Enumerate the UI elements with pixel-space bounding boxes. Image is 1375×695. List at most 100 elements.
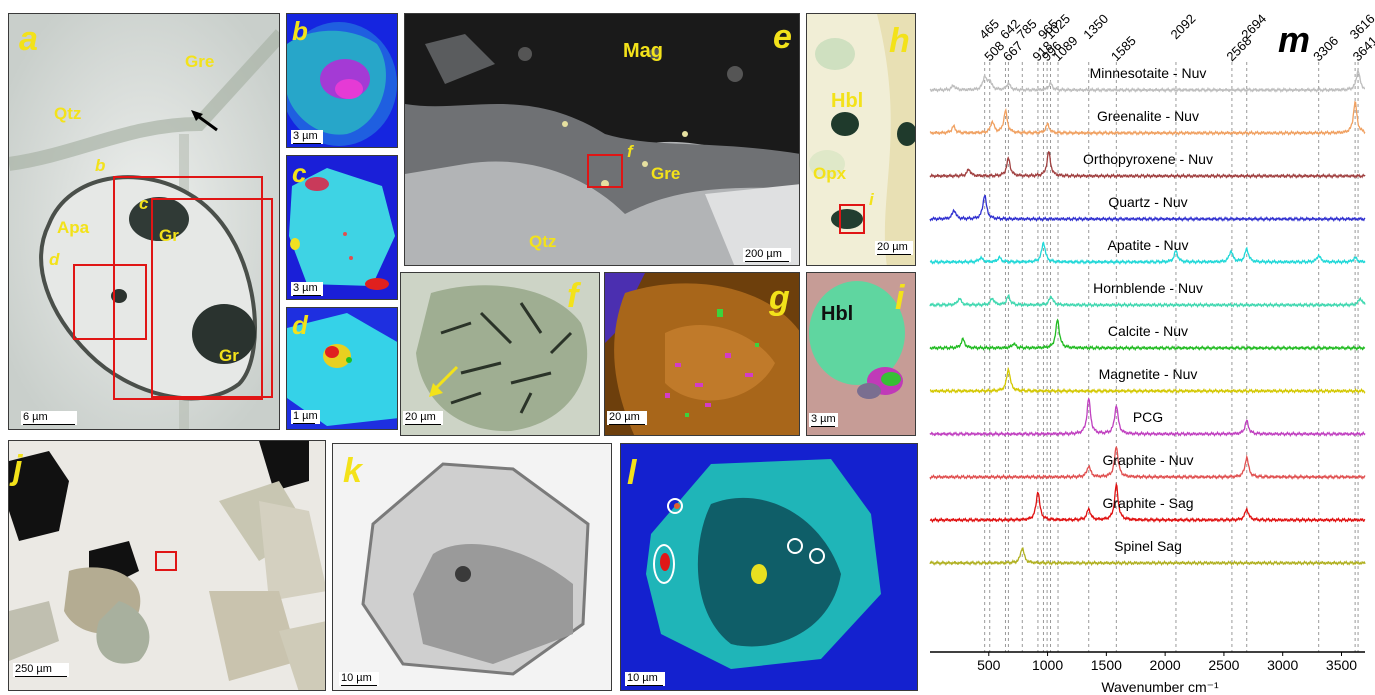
peak-marker-label: 2694: [1238, 11, 1269, 42]
panel-g: g 20 µm: [604, 272, 800, 436]
panel-j-scale-text: 250 µm: [15, 663, 52, 675]
spectrum-trace: [929, 150, 1366, 180]
panel-c: c 3 µm: [286, 155, 398, 300]
panel-g-scale-text: 20 µm: [609, 411, 640, 423]
panel-e-letter: e: [773, 18, 792, 56]
x-tick-label: 3000: [1267, 657, 1298, 673]
raman-spectra-chart: 4655086426677859189659961025108913501585…: [929, 11, 1375, 695]
panel-j-scalebar: 250 µm: [13, 663, 69, 677]
panel-h-letter: h: [889, 22, 910, 60]
panel-f-scale-text: 20 µm: [405, 411, 436, 423]
panel-g-image: [605, 273, 799, 435]
panel-b-scale-text: 3 µm: [293, 130, 318, 142]
panel-h-scale-text: 20 µm: [877, 241, 908, 253]
peak-marker-label: 667: [1000, 38, 1026, 64]
panel-m: 465 508 642 667 785 918 965 996 1025 1089 1350 1585…: [920, 0, 1375, 695]
panel-a-scalebar: 6 µm: [21, 411, 77, 425]
panel-e-scale-text: 200 µm: [745, 248, 782, 260]
panel-f-image: [401, 273, 599, 435]
spectrum-label: Hornblende - Nuv: [1093, 280, 1203, 296]
panel-d-scale-text: 1 µm: [293, 410, 318, 422]
panel-f-scalebar: 20 µm: [403, 411, 443, 425]
spectrum-trace: [929, 318, 1366, 352]
panel-l-scalebar: 10 µm: [625, 672, 665, 686]
label-c: c: [139, 194, 149, 213]
panel-b-image: [287, 22, 397, 146]
spectrum-trace: [929, 100, 1366, 137]
zoom-box-k: [155, 551, 177, 571]
label-b: b: [95, 156, 106, 175]
panel-k: k 10 µm: [332, 443, 612, 691]
zoom-box-d: [73, 264, 147, 340]
marker-circle: [787, 538, 803, 554]
panel-i: i Hbl 3 µm: [806, 272, 916, 436]
panel-g-letter: g: [769, 279, 790, 317]
label-gr-1: Gr: [159, 226, 179, 245]
marker-ellipse: [653, 544, 675, 584]
spectrum-label: Orthopyroxene - Nuv: [1083, 151, 1213, 167]
panel-d-letter: d: [292, 310, 308, 340]
x-tick-label: 2500: [1208, 657, 1239, 673]
spectrum-label: Magnetite - Nuv: [1099, 366, 1198, 382]
marker-circle: [809, 548, 825, 564]
zoom-box-f: [587, 154, 623, 188]
marker-circle: [667, 498, 683, 514]
spectrum-trace: [929, 241, 1366, 266]
spectrum-trace: [929, 445, 1366, 481]
label-mag: Mag: [623, 40, 663, 62]
panel-k-scale-text: 10 µm: [341, 672, 372, 684]
label-gre: Gre: [185, 52, 215, 71]
panel-a-letter: a: [19, 20, 38, 58]
zoom-box-i: [839, 204, 865, 234]
peak-marker-label: 2092: [1167, 11, 1198, 42]
panel-i-scale-text: 3 µm: [811, 413, 836, 425]
panel-d-scalebar: 1 µm: [291, 410, 320, 424]
spectrum-trace: [929, 194, 1366, 223]
panel-j: j 250 µm: [8, 440, 326, 691]
panel-h-scalebar: 20 µm: [875, 241, 913, 255]
panel-d-image: [287, 313, 397, 426]
spectrum-label: Apatite - Nuv: [1108, 237, 1189, 253]
panel-m-letter: m: [1278, 19, 1310, 60]
label-qtz-e: Qtz: [529, 232, 557, 251]
x-tick-label: 1500: [1091, 657, 1122, 673]
panel-c-scale-text: 3 µm: [293, 282, 318, 294]
spectrum-trace: [929, 366, 1366, 395]
arrow-icon: [429, 365, 459, 397]
peak-marker-label: 1585: [1108, 33, 1139, 64]
panel-b-letter: b: [292, 16, 308, 46]
spectrum-trace: [929, 547, 1366, 567]
label-hbl-h: Hbl: [831, 90, 864, 112]
panel-a-image: [9, 14, 279, 429]
x-tick-label: 500: [977, 657, 1001, 673]
panel-h: h Hbl Opx i 20 µm: [806, 13, 916, 266]
label-apa: Apa: [57, 218, 90, 237]
panel-l-scale-text: 10 µm: [627, 672, 658, 684]
panel-k-letter: k: [343, 452, 362, 490]
panel-g-scalebar: 20 µm: [607, 411, 647, 425]
peak-marker-label: 1350: [1080, 11, 1111, 42]
panel-j-letter: j: [13, 449, 23, 487]
spectrum-label: Greenalite - Nuv: [1097, 108, 1199, 124]
spectrum-trace: [929, 293, 1366, 309]
spectrum-label: Calcite - Nuv: [1108, 323, 1188, 339]
label-qtz: Qtz: [54, 104, 82, 123]
spectrum-label: Spinel Sag: [1114, 538, 1182, 554]
panel-k-scalebar: 10 µm: [339, 672, 379, 686]
spectrum-label: Minnesotaite - Nuv: [1090, 65, 1207, 81]
label-f: f: [627, 142, 633, 161]
panel-b-scalebar: 3 µm: [291, 130, 323, 144]
label-gr-2: Gr: [219, 346, 239, 365]
spectrum-label: Graphite - Sag: [1102, 495, 1193, 511]
panel-c-scalebar: 3 µm: [291, 282, 323, 296]
panel-k-image: [333, 444, 611, 690]
panel-f: f 20 µm: [400, 272, 600, 436]
zoom-box-b: [113, 176, 263, 400]
peak-marker-label: 785: [1014, 16, 1040, 42]
x-tick-label: 3500: [1326, 657, 1357, 673]
panel-f-letter: f: [567, 277, 579, 315]
panel-i-scalebar: 3 µm: [809, 413, 838, 427]
panel-e-image: [405, 14, 799, 265]
panel-c-image: [289, 168, 395, 290]
panel-h-image: [807, 14, 915, 265]
